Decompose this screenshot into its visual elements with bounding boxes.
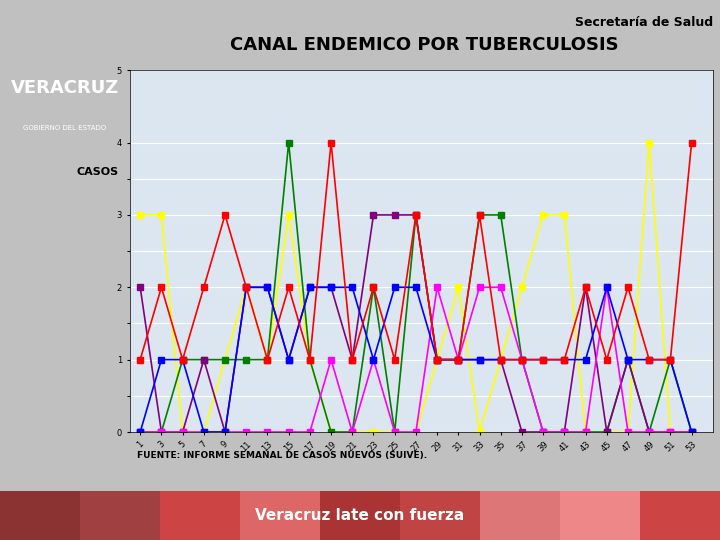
Legend: 2003, 2004, 2005, 2006, 2007, 2008: 2003, 2004, 2005, 2006, 2007, 2008 xyxy=(213,518,629,536)
Bar xyxy=(640,491,720,540)
Bar xyxy=(0,491,80,540)
Text: GOBIERNO DEL ESTADO: GOBIERNO DEL ESTADO xyxy=(23,125,107,131)
Text: CANAL ENDEMICO POR TUBERCULOSIS: CANAL ENDEMICO POR TUBERCULOSIS xyxy=(230,36,619,54)
Bar xyxy=(400,491,480,540)
Text: VERACRUZ: VERACRUZ xyxy=(11,79,119,97)
Bar xyxy=(80,491,160,540)
Bar xyxy=(160,491,240,540)
Bar xyxy=(240,491,320,540)
Text: Veracruz late con fuerza: Veracruz late con fuerza xyxy=(256,508,464,523)
Bar xyxy=(560,491,640,540)
Bar xyxy=(480,491,560,540)
Text: FUENTE: INFORME SEMANAL DE CASOS NUEVOS (SUIVE).: FUENTE: INFORME SEMANAL DE CASOS NUEVOS … xyxy=(137,451,427,460)
Text: Secretaría de Salud: Secretaría de Salud xyxy=(575,16,713,29)
Bar xyxy=(320,491,400,540)
Text: CASOS: CASOS xyxy=(76,167,118,177)
